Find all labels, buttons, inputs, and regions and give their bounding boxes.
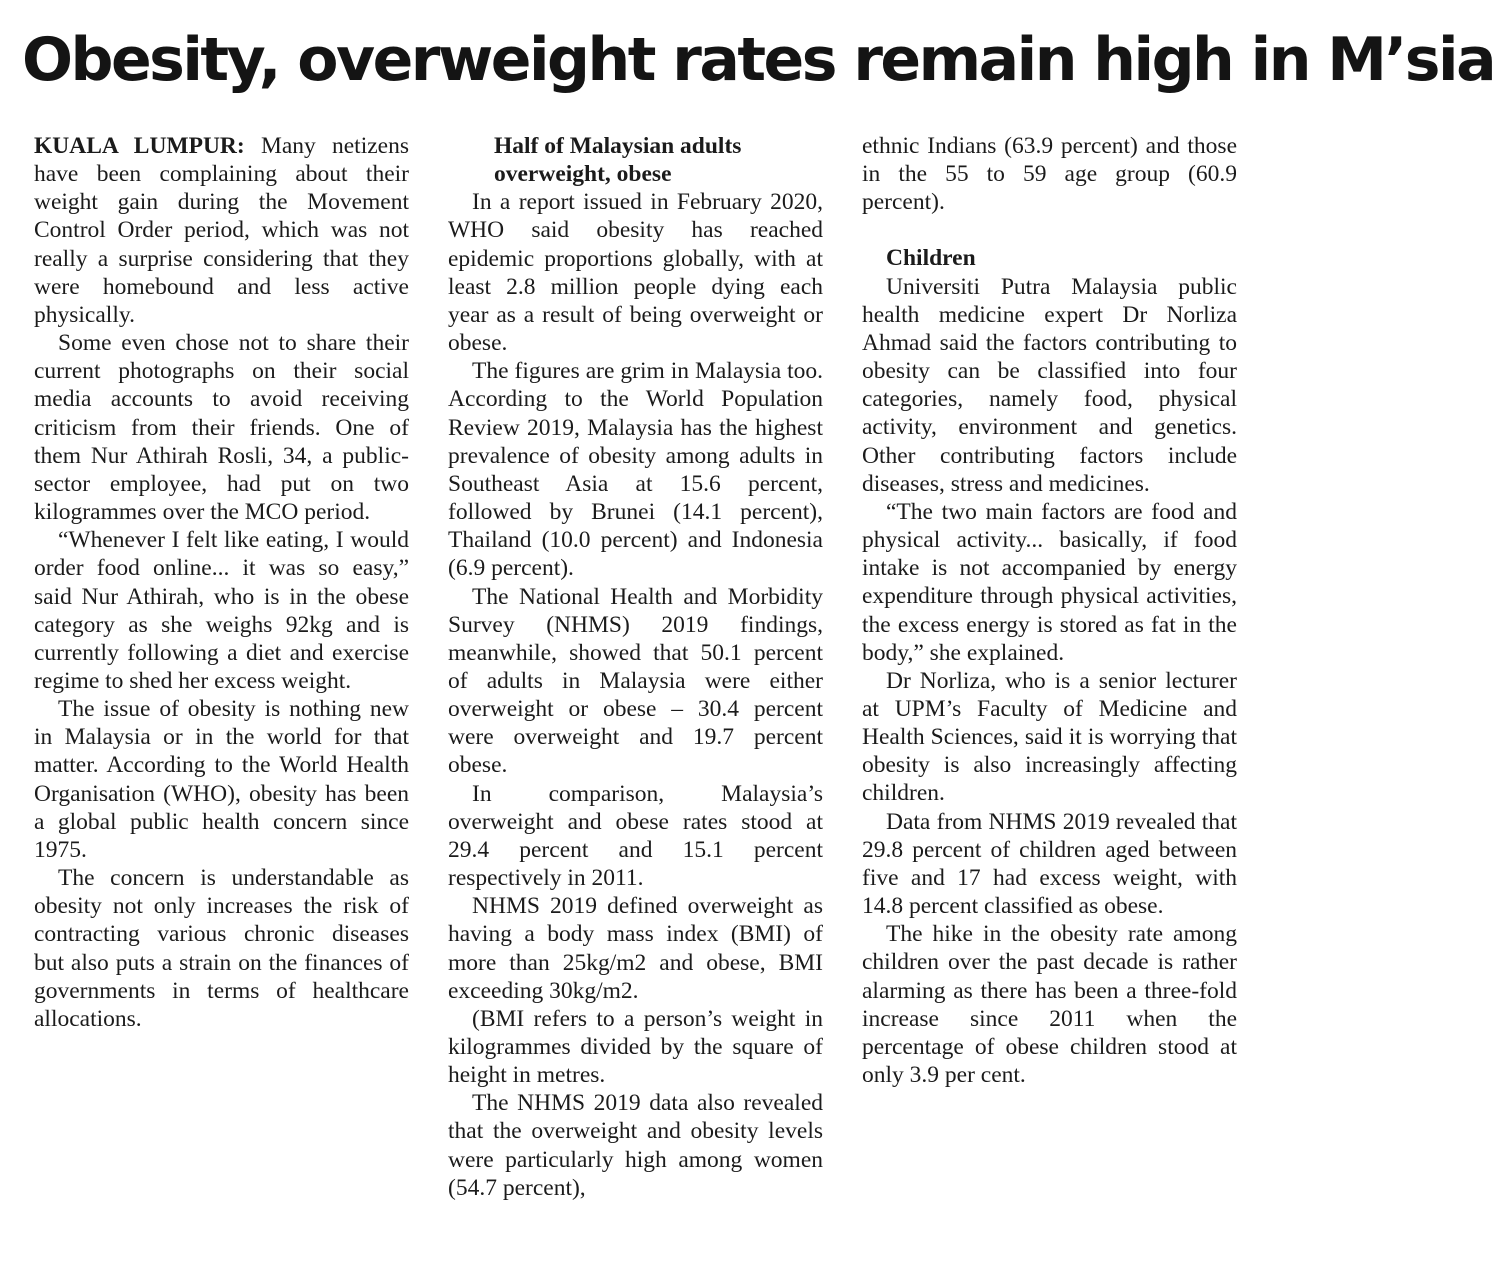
column-2: Half of Malaysian adults overweight, obe… (448, 132, 823, 1202)
paragraph: The hike in the obesity rate among child… (862, 921, 1237, 1088)
paragraph: KUALA LUMPUR: Many netizens have been co… (34, 132, 409, 329)
paragraph: Dr Norliza, who is a senior lecturer at … (862, 667, 1237, 807)
article-body: KUALA LUMPUR: Many netizens have been co… (34, 132, 1237, 1202)
paragraph: In comparison, Malaysia’s overweight and… (448, 780, 823, 892)
paragraph: NHMS 2019 defined overweight as having a… (448, 893, 823, 1004)
paragraph: Data from NHMS 2019 revealed that 29.8 p… (862, 808, 1237, 920)
paragraph: The issue of obesity is nothing new in M… (34, 696, 409, 863)
paragraph: The NHMS 2019 data also revealed that th… (448, 1090, 823, 1201)
paragraph: Some even chose not to share their curre… (34, 330, 409, 526)
paragraph: “Whenever I felt like eating, I would or… (34, 527, 409, 694)
paragraph: The figures are grim in Malaysia too. Ac… (448, 358, 823, 582)
paragraph: ethnic Indians (63.9 percent) and those … (862, 133, 1237, 216)
paragraph-text: Many netizens have been complaining abou… (34, 133, 409, 328)
headline: Obesity, overweight rates remain high in… (22, 25, 1497, 95)
paragraph: (BMI refers to a person’s weight in kilo… (448, 1005, 823, 1089)
paragraph: Universiti Putra Malaysia public health … (862, 273, 1237, 497)
column-3: ethnic Indians (63.9 percent) and those … (862, 132, 1237, 1202)
dateline: KUALA LUMPUR: (34, 133, 245, 159)
paragraph: In a report issued in February 2020, WHO… (448, 189, 823, 357)
subheading: Half of Malaysian adults overweight, obe… (494, 133, 742, 188)
paragraph: The concern is understandable as obesity… (34, 865, 409, 1032)
paragraph: “The two main factors are food and physi… (862, 498, 1237, 666)
paragraph: The National Health and Morbidity Survey… (448, 583, 823, 779)
subheading: Children (886, 245, 976, 272)
column-1: KUALA LUMPUR: Many netizens have been co… (34, 132, 409, 1202)
